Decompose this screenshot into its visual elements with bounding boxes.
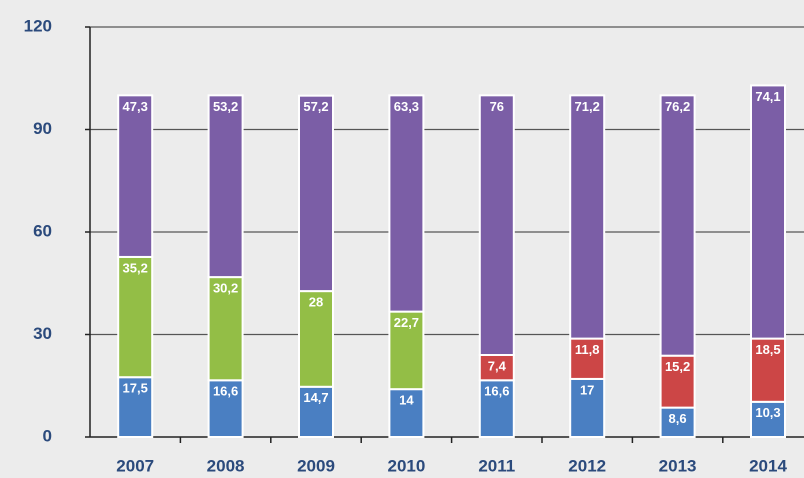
x-tick-label: 2009	[297, 456, 335, 475]
bar-segment	[478, 379, 515, 438]
value-label: 47,3	[123, 99, 148, 114]
value-label: 15,2	[665, 359, 690, 374]
bar-segment	[569, 337, 606, 380]
y-tick-label: 60	[33, 221, 52, 240]
bar-segment	[478, 354, 515, 382]
bar-segment	[750, 84, 786, 340]
x-tick-label: 2008	[207, 456, 245, 475]
value-label: 53,2	[213, 99, 238, 114]
bar-segment	[207, 276, 244, 382]
x-tick-label: 2007	[116, 456, 154, 475]
value-label: 11,8	[575, 342, 600, 357]
y-tick-label: 120	[24, 16, 52, 35]
value-label: 16,6	[484, 384, 509, 399]
value-label: 71,2	[575, 99, 600, 114]
y-tick-label: 90	[33, 119, 52, 138]
value-label: 76,2	[665, 99, 690, 114]
bar-segment	[478, 94, 515, 356]
value-label: 16,6	[213, 384, 238, 399]
x-tick-label: 2010	[387, 456, 425, 475]
x-tick-label: 2012	[568, 456, 606, 475]
value-label: 8,6	[669, 411, 687, 426]
bar-segment	[207, 94, 244, 279]
value-label: 63,3	[394, 99, 419, 114]
value-label: 76	[490, 99, 504, 114]
x-tick-label: 2011	[478, 456, 515, 475]
value-label: 17,5	[123, 381, 148, 396]
value-label: 14	[399, 393, 414, 408]
bar-segment	[750, 337, 786, 403]
bar-segment	[659, 406, 696, 439]
value-label: 28	[309, 295, 323, 310]
value-label: 57,2	[303, 99, 328, 114]
y-tick-label: 30	[33, 324, 52, 343]
bar-segment	[750, 400, 786, 438]
value-label: 18,5	[755, 342, 780, 357]
bar-segment	[117, 94, 154, 258]
value-label: 7,4	[488, 358, 507, 373]
bar-segment	[388, 94, 425, 313]
bar-segment	[298, 290, 334, 388]
value-label: 22,7	[394, 315, 419, 330]
value-label: 17	[580, 382, 594, 397]
bar-segment	[298, 385, 334, 438]
x-tick-label: 2013	[659, 456, 697, 475]
bar-segment	[117, 376, 154, 439]
bar-segment	[298, 94, 334, 293]
bar-segment	[659, 94, 696, 357]
bar-segment	[659, 354, 696, 409]
value-label: 30,2	[213, 281, 238, 296]
value-label: 10,3	[755, 405, 780, 420]
value-label: 14,7	[303, 390, 328, 405]
x-tick-label: 2014	[749, 456, 787, 475]
y-tick-label: 0	[43, 426, 52, 445]
bar-segment	[569, 94, 606, 340]
bar-segment	[388, 310, 425, 391]
bar-segment	[207, 379, 244, 438]
value-label: 74,1	[755, 89, 780, 104]
value-label: 35,2	[123, 260, 148, 275]
